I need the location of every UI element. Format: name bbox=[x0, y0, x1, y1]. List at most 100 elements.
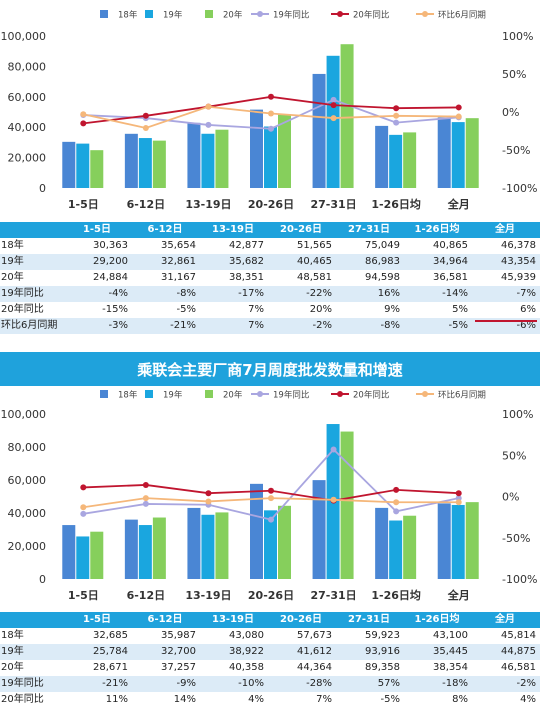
table-cell: 44,875 bbox=[472, 644, 540, 660]
table-row: 19年同比 -21% -9% -10% -28% 57% -18% -2% bbox=[0, 676, 540, 692]
legend-label: 19年同比 bbox=[273, 10, 309, 21]
bar bbox=[375, 125, 389, 188]
table-cell: 40,865 bbox=[433, 240, 468, 251]
bar bbox=[201, 133, 215, 188]
bar bbox=[201, 514, 215, 579]
table-cell: -28% bbox=[268, 676, 336, 692]
table-cell: -2% bbox=[472, 676, 540, 692]
table-row: 20年 28,671 37,257 40,358 44,364 89,358 38,354 4… bbox=[0, 660, 540, 676]
table-cell: -5% bbox=[380, 694, 400, 705]
table-header-cell: 全月 bbox=[472, 612, 540, 628]
table-cell: 8% bbox=[452, 694, 468, 705]
line-point bbox=[330, 446, 337, 453]
table-cell: -4% bbox=[64, 286, 132, 302]
y-tick-label: 20,000 bbox=[8, 152, 47, 165]
table-cell: 5% bbox=[452, 304, 468, 315]
table-cell: -3% bbox=[64, 318, 132, 334]
row-label: 环比6月同期 bbox=[0, 318, 64, 334]
table-cell: 35,445 bbox=[404, 644, 472, 660]
table-cell: 7% bbox=[248, 304, 264, 315]
line-point bbox=[455, 113, 462, 120]
table-cell: 7% bbox=[316, 694, 332, 705]
bar bbox=[62, 141, 76, 188]
table-header-cell: 27-31日 bbox=[336, 612, 404, 628]
bar bbox=[76, 143, 90, 188]
table-row: 18年 32,685 35,987 43,080 57,673 59,923 43,100 4… bbox=[0, 628, 540, 644]
bar bbox=[403, 515, 417, 579]
table-header-cell: 13-19日 bbox=[200, 222, 268, 238]
table-cell: -21% bbox=[132, 318, 200, 334]
table-cell: 94,598 bbox=[365, 272, 400, 283]
bar bbox=[340, 44, 354, 188]
line-point bbox=[268, 125, 274, 132]
table-cell: -14% bbox=[404, 286, 472, 302]
legend-label: 19年 bbox=[163, 390, 183, 401]
table-cell: 51,565 bbox=[297, 240, 332, 251]
table-cell: -21% bbox=[64, 676, 132, 692]
bar bbox=[451, 504, 465, 579]
table-cell: 16% bbox=[336, 286, 404, 302]
line-point bbox=[330, 115, 337, 122]
bar bbox=[375, 507, 389, 579]
x-tick-label: 27-31日 bbox=[310, 198, 356, 211]
bar bbox=[152, 140, 166, 188]
row-label: 20年同比 bbox=[1, 304, 44, 315]
line-point bbox=[142, 124, 149, 131]
bar bbox=[326, 55, 340, 188]
table-header-cell: 1-26日均 bbox=[404, 612, 472, 628]
table-cell: -9% bbox=[132, 676, 200, 692]
line-point bbox=[268, 110, 274, 117]
line-point bbox=[455, 104, 462, 111]
table-cell: 11% bbox=[105, 694, 128, 705]
row-label: 18年 bbox=[1, 240, 24, 251]
bar bbox=[250, 109, 263, 188]
line-point bbox=[393, 119, 400, 126]
line-point bbox=[455, 495, 462, 502]
y-tick-label: 100,000 bbox=[1, 30, 47, 43]
table-cell: 37,257 bbox=[161, 662, 196, 673]
row-label: 18年 bbox=[1, 630, 24, 641]
y-tick-label: 40,000 bbox=[8, 121, 47, 134]
table-header-row: 1-5日 6-12日 13-19日 20-26日 27-31日 1-26日均 全月 bbox=[0, 612, 540, 628]
legend-label: 19年 bbox=[163, 10, 183, 21]
line-point bbox=[268, 93, 274, 100]
row-label: 20年同比 bbox=[1, 694, 44, 705]
line-point bbox=[268, 516, 274, 523]
table-row: 19年 29,200 32,861 35,682 40,465 86,983 34,964 4… bbox=[0, 254, 540, 270]
bar bbox=[76, 536, 90, 579]
table-cell: 75,049 bbox=[365, 240, 400, 251]
line-point bbox=[205, 121, 212, 128]
bar bbox=[264, 126, 277, 188]
bar bbox=[124, 133, 138, 188]
table-cell: 32,861 bbox=[132, 254, 200, 270]
table-header-cell: 20-26日 bbox=[268, 222, 336, 238]
y2-tick-label: 0% bbox=[502, 106, 519, 119]
y-tick-label: 100,000 bbox=[1, 408, 47, 421]
bar bbox=[62, 525, 76, 579]
chart-title-bar: 乘联会主要厂商7月周度批发数量和增速 bbox=[0, 352, 540, 386]
bar bbox=[389, 134, 403, 188]
table-cell: 24,884 bbox=[93, 272, 128, 283]
line-point bbox=[80, 111, 87, 118]
table-row: 20年同比 11% 14% 4% 7% -5% 8% 4% bbox=[0, 692, 540, 708]
y2-tick-label: 100% bbox=[502, 408, 533, 421]
y-tick-label: 80,000 bbox=[8, 60, 47, 73]
y-tick-label: 40,000 bbox=[8, 507, 47, 520]
bar bbox=[312, 73, 326, 188]
table-cell: 89,358 bbox=[365, 662, 400, 673]
table-cell: -17% bbox=[200, 286, 268, 302]
legend-label: 18年 bbox=[118, 10, 138, 21]
bar bbox=[340, 431, 354, 579]
x-tick-label: 1-26日均 bbox=[371, 197, 421, 211]
table-cell: 35,682 bbox=[200, 254, 268, 270]
bar bbox=[437, 503, 451, 579]
legend-swatch bbox=[205, 10, 213, 18]
series-line bbox=[83, 95, 459, 125]
table-cell: 7% bbox=[200, 318, 268, 334]
row-label: 20年 bbox=[1, 662, 24, 673]
row-label: 20年 bbox=[1, 272, 24, 283]
table-cell: 38,922 bbox=[200, 644, 268, 660]
bar bbox=[124, 519, 138, 579]
table-cell: 34,964 bbox=[404, 254, 472, 270]
bar bbox=[90, 531, 104, 579]
